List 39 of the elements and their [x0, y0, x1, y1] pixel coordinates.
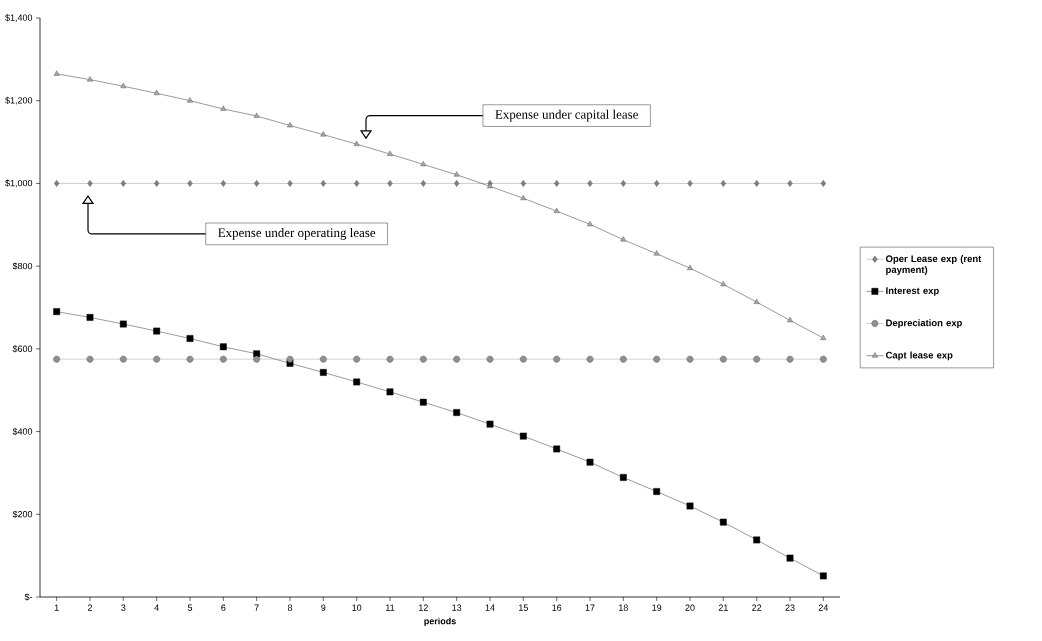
x-tick-label: 3	[121, 604, 126, 611]
x-tick-label: 10	[352, 604, 362, 611]
x-tick-label: 16	[552, 604, 562, 611]
y-tick-label: $1,000	[5, 179, 33, 188]
y-tick-label: $-	[24, 593, 33, 601]
legend-label: Interest exp	[886, 287, 939, 296]
x-tick-label: 4	[154, 604, 159, 611]
x-tick-label: 6	[221, 604, 226, 611]
x-tick-label: 12	[419, 604, 428, 611]
x-tick-label: 20	[685, 604, 695, 611]
legend-label: Depreciation exp	[886, 319, 962, 329]
annotation: Expense under operating lease	[218, 227, 376, 240]
x-tick-label: 11	[386, 604, 395, 611]
x-axis-title: periods	[424, 617, 456, 627]
legend-label: Capt lease exp	[885, 351, 953, 361]
y-tick-label: $1,200	[5, 96, 33, 105]
y-tick-label: $800	[12, 262, 33, 270]
y-tick-label: $600	[12, 345, 33, 353]
legend-label: Oper Lease exp (rent payment)	[885, 255, 982, 275]
x-tick-label: 18	[619, 604, 628, 611]
x-tick-label: 7	[254, 604, 259, 611]
x-tick-label: 13	[452, 604, 462, 611]
x-tick-label: 8	[287, 604, 293, 611]
x-tick-label: 5	[187, 604, 193, 611]
x-tick-label: 1	[54, 604, 59, 611]
x-tick-label: 24	[818, 604, 829, 611]
x-tick-label: 22	[752, 604, 762, 611]
x-tick-label: 14	[485, 604, 495, 611]
annotation: Expense under capital lease	[495, 109, 638, 122]
x-tick-label: 9	[321, 604, 326, 611]
x-tick-label: 23	[785, 604, 795, 611]
x-tick-label: 17	[585, 604, 595, 611]
x-tick-label: 15	[519, 604, 528, 611]
x-tick-label: 2	[87, 604, 93, 611]
x-tick-label: 21	[718, 604, 728, 611]
y-tick-label: $400	[12, 427, 33, 436]
y-tick-label: $200	[12, 510, 33, 518]
x-tick-label: 19	[652, 604, 662, 611]
y-tick-label: $1,400	[5, 14, 33, 22]
